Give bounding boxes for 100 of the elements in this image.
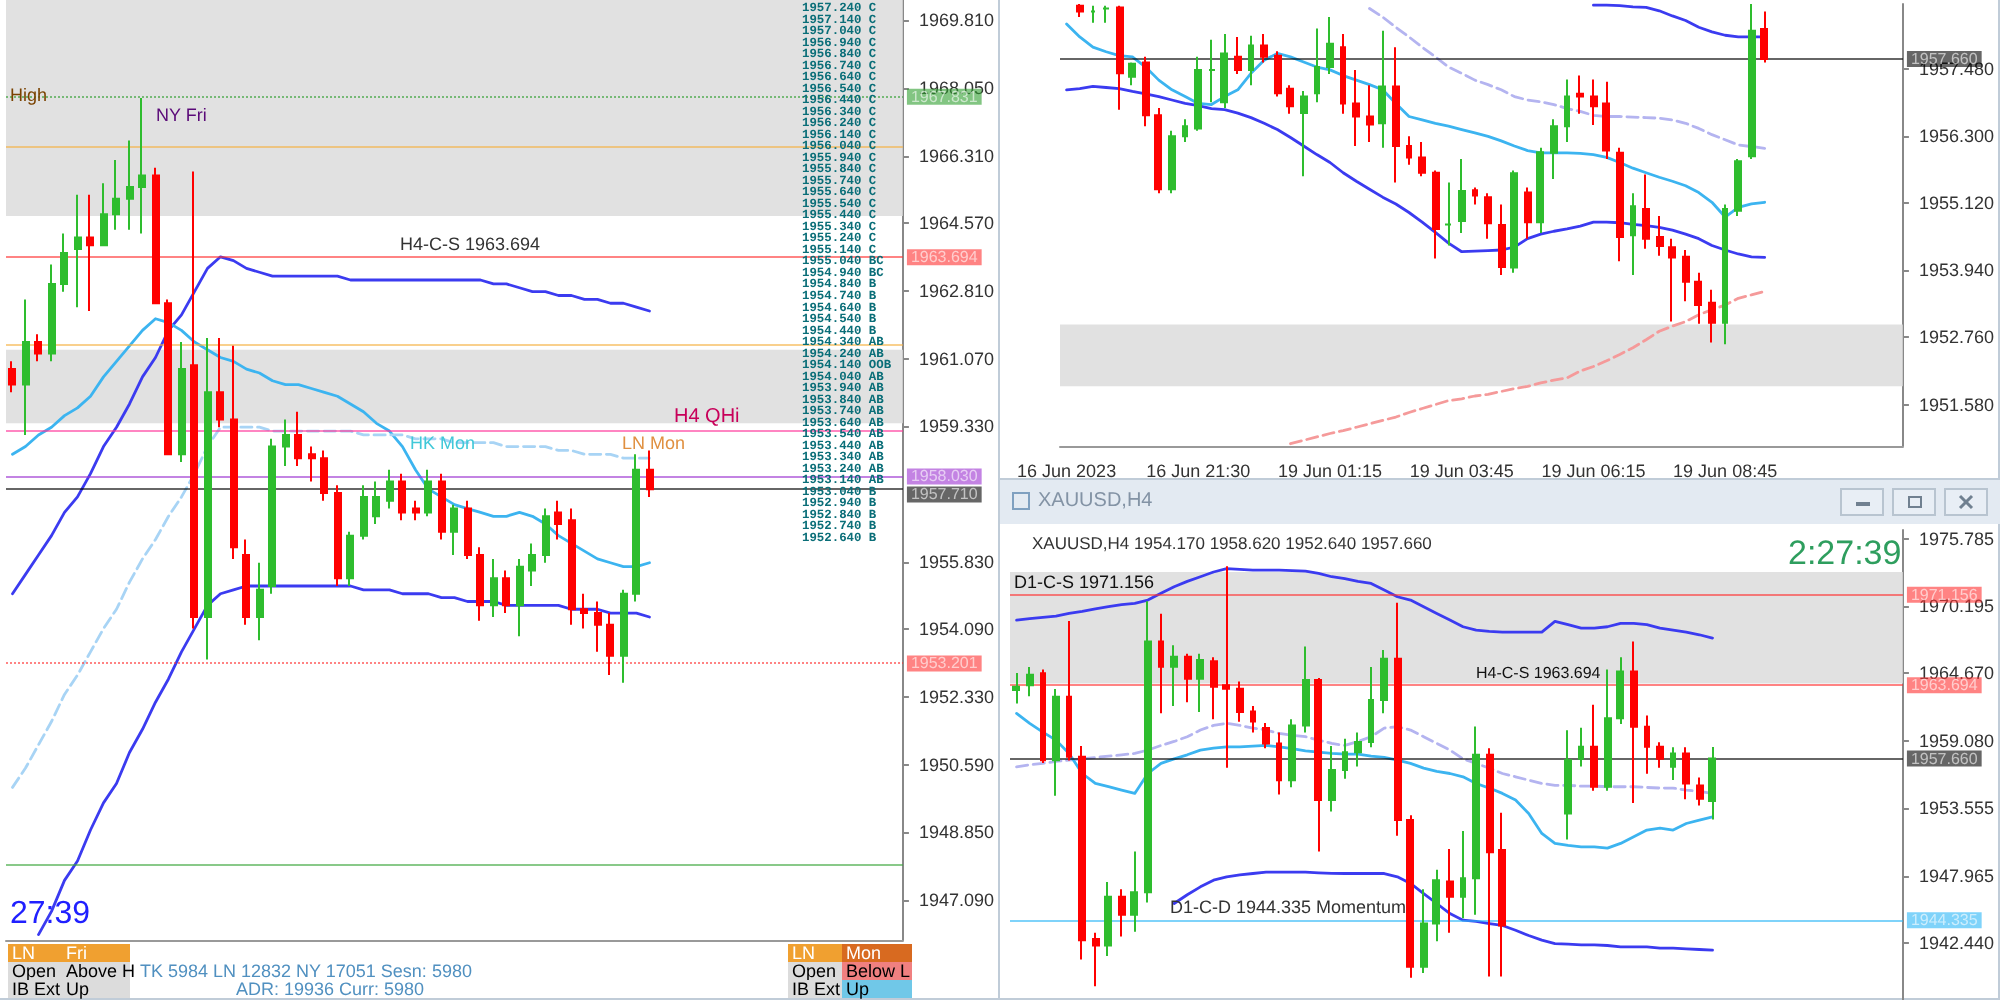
candlestick — [1604, 668, 1612, 792]
y-tick-label: 1961.070 — [918, 348, 995, 369]
y-tick-label: 1953.940 — [1918, 260, 1995, 281]
candlestick — [1182, 118, 1188, 144]
text: ADR: 19936 Curr: 5980 — [236, 979, 425, 999]
candlestick — [1524, 186, 1532, 240]
candlestick — [1368, 666, 1374, 749]
candlestick — [1670, 746, 1676, 781]
y-tick-label: 1956.300 — [1918, 126, 1995, 147]
y-tick-label: 1955.120 — [1918, 193, 1995, 214]
y-tick-label: 1952.760 — [1918, 327, 1995, 348]
candlestick — [1406, 135, 1412, 166]
y-tick-label: 1955.830 — [918, 551, 995, 572]
candlestick — [1260, 33, 1268, 64]
candlestick — [528, 542, 536, 587]
candlestick — [86, 193, 94, 313]
candlestick — [1498, 811, 1506, 978]
y-tick-label: 1962.810 — [918, 281, 995, 302]
candlestick — [138, 96, 146, 235]
candlestick — [1144, 600, 1152, 904]
candlestick — [1760, 10, 1768, 64]
candlestick — [1168, 129, 1176, 195]
y-tick-label: 1964.570 — [918, 213, 995, 234]
candlestick — [152, 166, 160, 305]
annotation: D1-C-S 1971.156 — [1014, 571, 1155, 592]
text: Up — [846, 979, 870, 999]
candlestick — [1722, 203, 1728, 346]
candlestick — [1302, 645, 1310, 734]
candlestick — [282, 418, 290, 467]
y-tick-label: 1959.330 — [918, 416, 995, 437]
line-series — [1289, 290, 1767, 446]
annotation: H4 QHi — [674, 406, 740, 429]
candlestick — [1366, 84, 1374, 144]
ref-line-label: 1957.710 — [910, 485, 979, 504]
text: Mon — [846, 943, 882, 963]
candlestick — [74, 193, 82, 309]
candlestick — [632, 453, 640, 603]
candlestick — [438, 472, 446, 541]
candlestick — [594, 600, 602, 653]
ref-line-label: 1944.335 — [1910, 911, 1979, 930]
candlestick — [1012, 672, 1020, 705]
candlestick — [1104, 880, 1112, 957]
annotation: LN Mon — [622, 433, 686, 453]
line-series — [11, 425, 651, 789]
candlestick — [1458, 158, 1466, 234]
candlestick — [100, 182, 108, 247]
line-series — [1015, 712, 1714, 850]
candlestick — [502, 569, 510, 615]
candlestick — [412, 499, 420, 522]
text: 2:27:39 — [1788, 534, 1902, 572]
y-tick-label: 1950.590 — [918, 754, 995, 775]
annotation: HK Mon — [410, 433, 476, 453]
candlestick — [1550, 118, 1558, 180]
line-series — [11, 317, 651, 569]
candlestick — [1248, 34, 1254, 87]
candlestick — [22, 298, 30, 436]
line-series — [1065, 22, 1767, 219]
candlestick — [294, 410, 302, 467]
candlestick — [1392, 46, 1400, 184]
candlestick — [1616, 146, 1624, 263]
candlestick — [1484, 192, 1492, 240]
candlestick — [1286, 84, 1294, 115]
y-tick-label: 1947.965 — [1918, 866, 1995, 887]
candlestick — [568, 507, 576, 626]
text: IB Ext — [792, 979, 842, 999]
candlestick — [580, 592, 588, 630]
candlestick — [230, 344, 238, 560]
candlestick — [242, 538, 250, 626]
candlestick — [256, 561, 264, 642]
candlestick — [1378, 29, 1386, 149]
y-tick-label: 1942.440 — [1918, 933, 1995, 954]
candlestick — [126, 139, 134, 231]
candlestick — [1668, 237, 1676, 323]
candlestick — [424, 468, 432, 518]
text: LN — [12, 943, 36, 963]
candlestick — [1510, 169, 1518, 274]
ref-line-label: 1953.201 — [910, 654, 979, 673]
text: IB Ext — [12, 979, 62, 999]
candlestick — [1326, 16, 1334, 75]
candlestick — [308, 445, 316, 483]
candlestick — [1576, 74, 1584, 115]
candlestick — [554, 499, 562, 541]
x-tick-label: 19 Jun 01:15 — [1277, 461, 1383, 481]
candlestick — [1630, 640, 1638, 804]
text: Fri — [66, 943, 87, 963]
text: Open — [792, 961, 837, 981]
candlestick — [1642, 173, 1650, 250]
ref-line-label: 1957.660 — [1910, 749, 1979, 768]
candlestick — [1220, 33, 1228, 109]
x-tick-label: 16 Jun 2023 — [1017, 461, 1117, 481]
ref-line-label: 1958.030 — [910, 467, 979, 486]
line-series — [1015, 721, 1714, 795]
line-series — [11, 255, 651, 596]
candlestick — [1418, 141, 1426, 178]
candlestick — [1170, 644, 1178, 707]
x-tick-label: 19 Jun 08:45 — [1673, 461, 1778, 481]
ref-line-label: 1963.694 — [910, 248, 979, 267]
candlestick — [1222, 565, 1230, 769]
annotation: H4-C-S 1963.694 — [1476, 664, 1602, 683]
line-series — [1368, 7, 1767, 150]
